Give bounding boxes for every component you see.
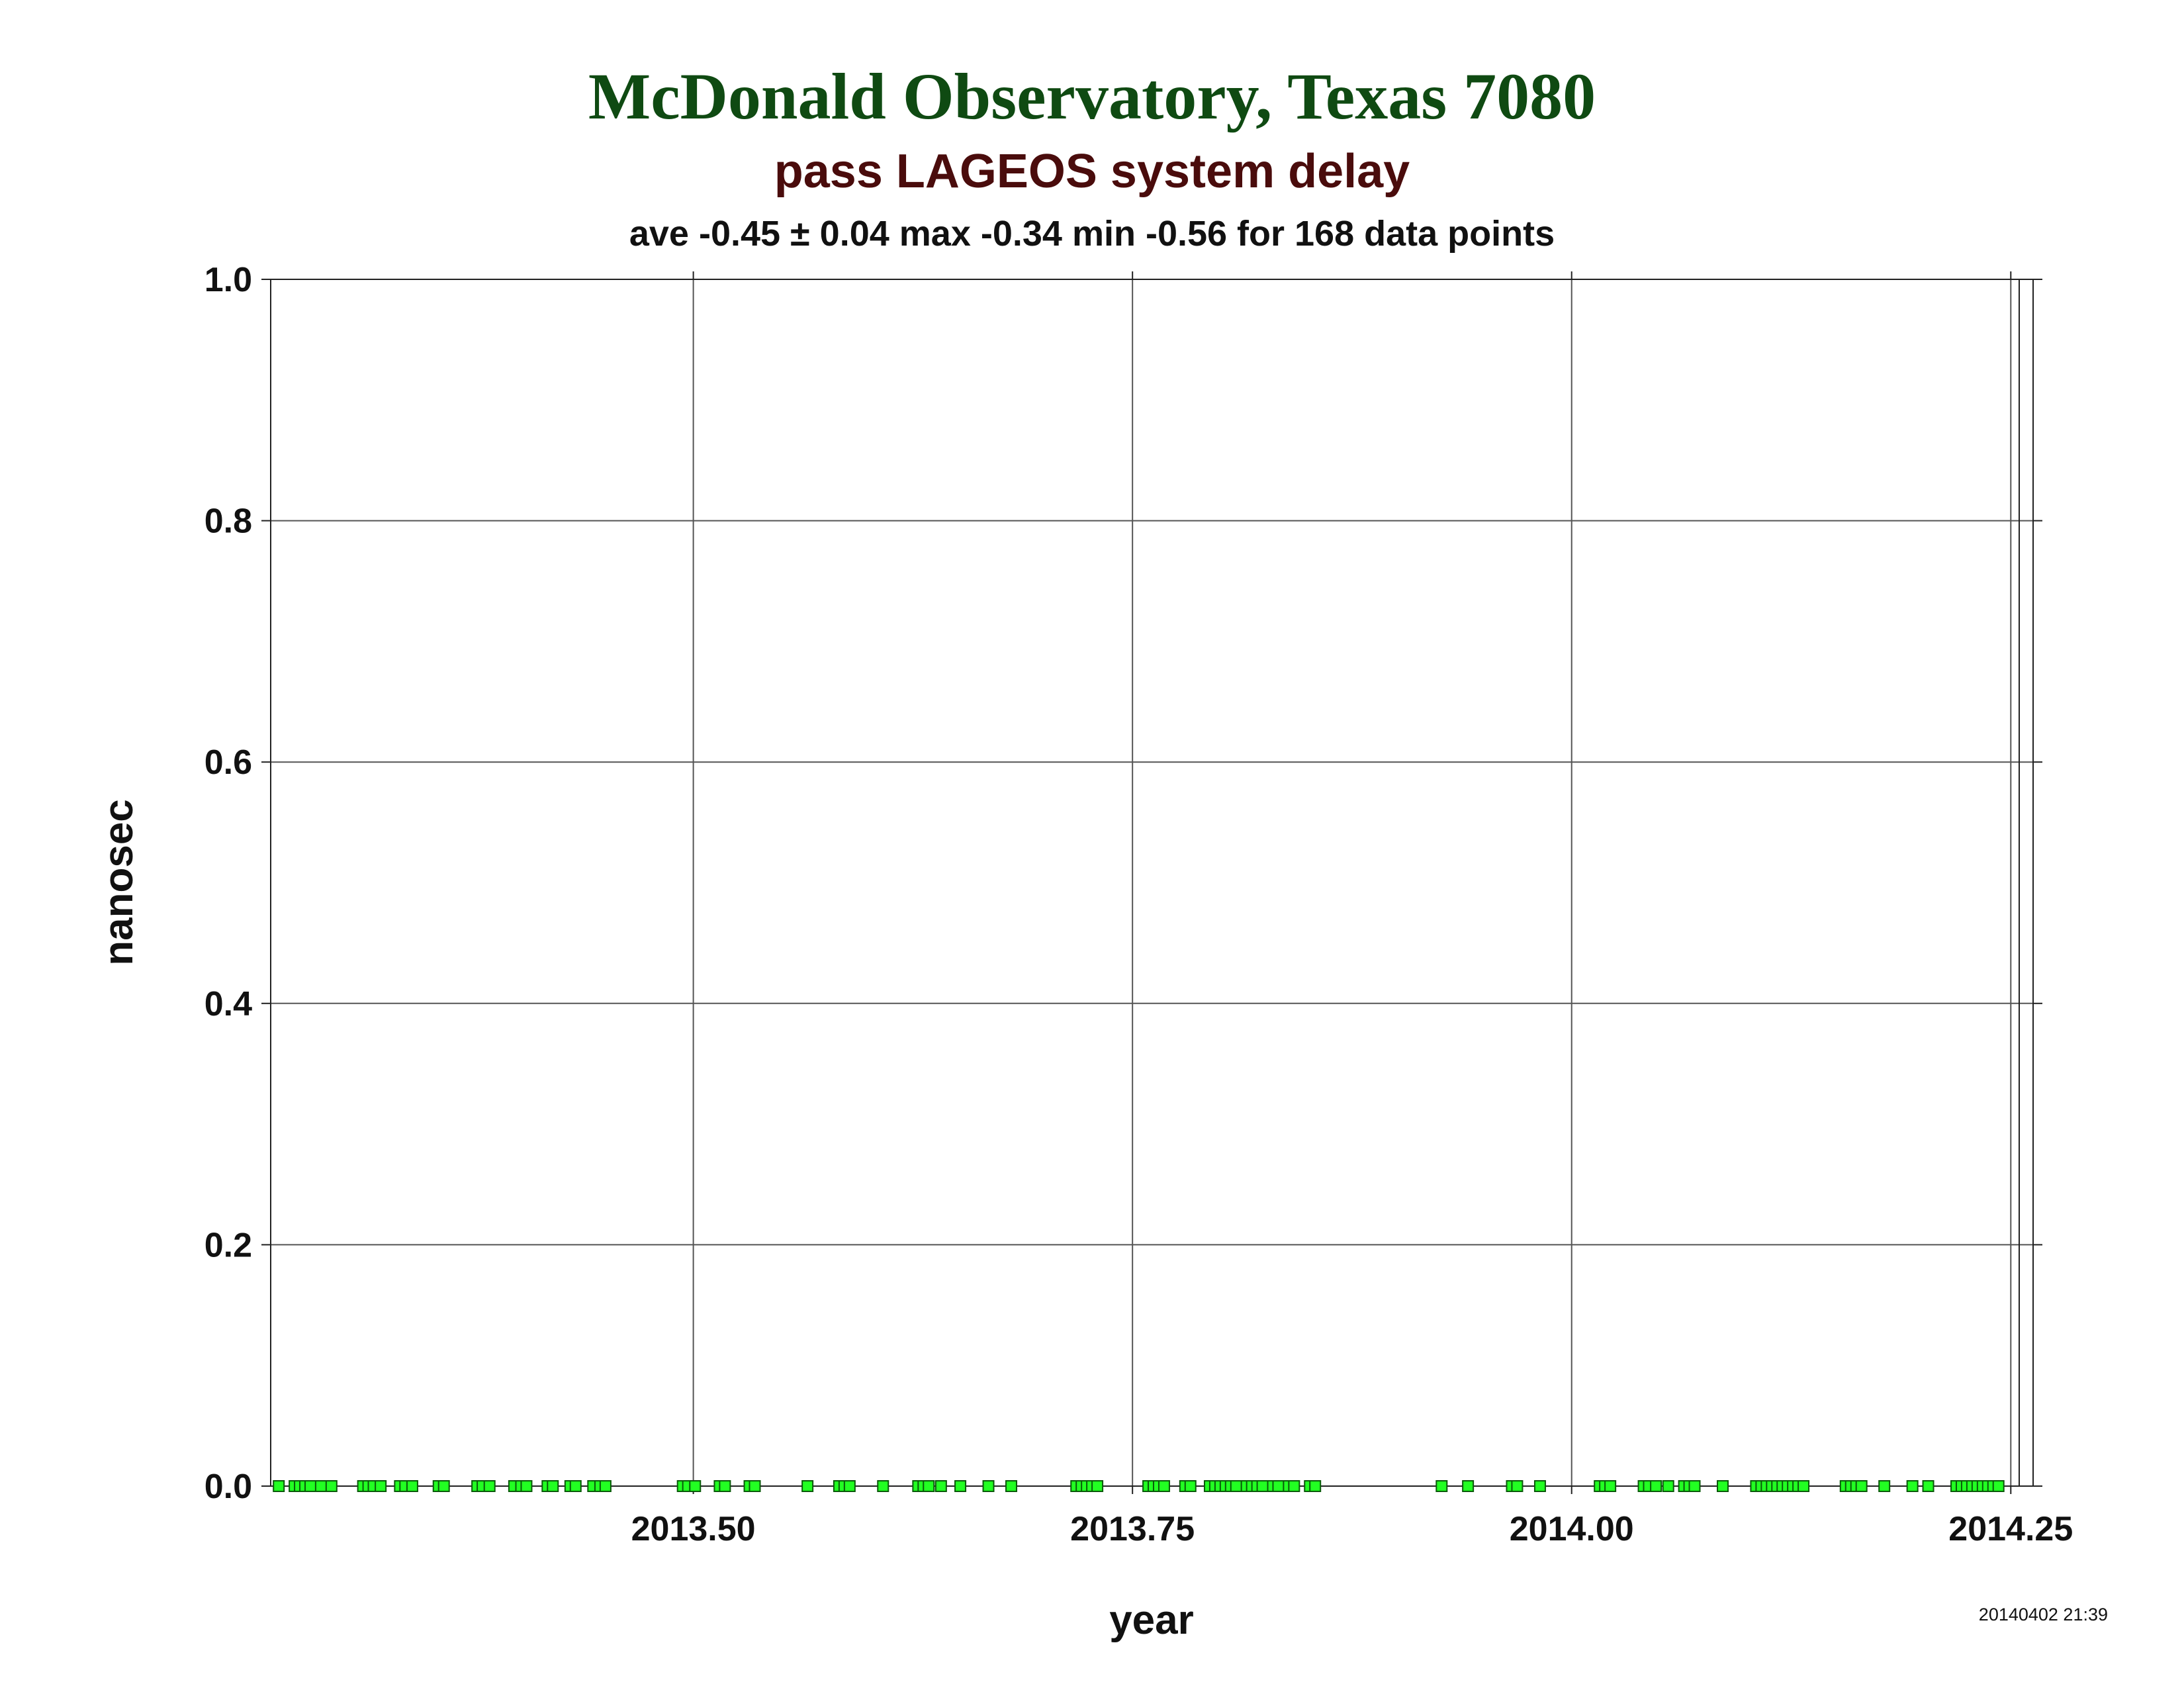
x-tick-label: 2014.00 (1510, 1510, 1634, 1548)
data-point (1158, 1480, 1170, 1492)
y-tick-label: 0.0 (205, 1468, 252, 1506)
data-point (314, 1480, 327, 1492)
data-point (1716, 1480, 1729, 1492)
x-tick-label: 2013.75 (1070, 1510, 1195, 1548)
data-point (1256, 1480, 1269, 1492)
data-point (877, 1480, 889, 1492)
data-point (1992, 1480, 2005, 1492)
data-point (719, 1480, 731, 1492)
chart-stats-line: ave -0.45 ± 0.04 max -0.34 min -0.56 for… (629, 214, 1555, 254)
y-tick-label: 1.0 (205, 261, 252, 299)
data-point (483, 1480, 496, 1492)
data-point (1272, 1480, 1285, 1492)
data-point (1922, 1480, 1934, 1492)
data-point (1604, 1480, 1617, 1492)
data-point (304, 1480, 316, 1492)
data-point (1878, 1480, 1891, 1492)
data-point (1650, 1480, 1662, 1492)
plot-frame (270, 279, 2034, 1487)
data-point (1511, 1480, 1524, 1492)
data-point (437, 1480, 450, 1492)
data-point (1855, 1480, 1868, 1492)
tick-layer: 0.0 0.2 0.4 0.6 0.8 1.0 2013.50 2013.75 2014.00 2… (205, 261, 2073, 1548)
data-point (689, 1480, 702, 1492)
data-point (1091, 1480, 1104, 1492)
y-tick-label: 0.2 (205, 1226, 252, 1264)
data-point (1309, 1480, 1322, 1492)
data-point (1435, 1480, 1448, 1492)
data-point (1906, 1480, 1919, 1492)
data-point (801, 1480, 814, 1492)
data-point (1005, 1480, 1018, 1492)
y-tick-label: 0.4 (205, 985, 252, 1023)
data-point (749, 1480, 761, 1492)
y-tick-label: 0.6 (205, 743, 252, 782)
chart-title: McDonald Observatory, Texas 7080 (588, 60, 1596, 133)
generation-timestamp: 20140402 21:39 (1978, 1605, 2108, 1624)
data-point (934, 1480, 947, 1492)
x-axis-label: year (1109, 1597, 1194, 1643)
data-point (599, 1480, 612, 1492)
y-tick-label: 0.8 (205, 502, 252, 541)
data-point (1797, 1480, 1810, 1492)
grid-layer (271, 279, 2033, 1486)
data-point (406, 1480, 418, 1492)
data-point (325, 1480, 338, 1492)
data-point (1230, 1480, 1242, 1492)
data-point (923, 1480, 935, 1492)
x-tick-label: 2014.25 (1948, 1510, 2073, 1548)
data-point (1688, 1480, 1701, 1492)
data-point (1462, 1480, 1475, 1492)
data-point (1533, 1480, 1546, 1492)
data-point (375, 1480, 387, 1492)
data-point (1662, 1480, 1674, 1492)
data-point (954, 1480, 967, 1492)
data-point (982, 1480, 995, 1492)
data-point (1184, 1480, 1197, 1492)
chart-subtitle: pass LAGEOS system delay (774, 145, 1410, 198)
x-tick-label: 2013.50 (631, 1510, 756, 1548)
data-point (1288, 1480, 1300, 1492)
data-point (569, 1480, 582, 1492)
points-layer (273, 1480, 2005, 1492)
data-point (843, 1480, 856, 1492)
data-point (520, 1480, 533, 1492)
y-axis-label: nanosec (96, 799, 142, 966)
data-point (547, 1480, 559, 1492)
data-point (273, 1480, 285, 1492)
